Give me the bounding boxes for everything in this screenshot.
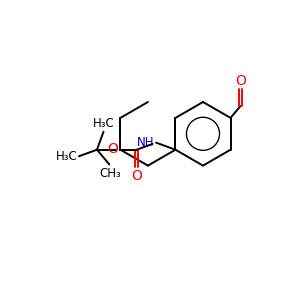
Text: H₃C: H₃C <box>56 150 77 163</box>
Text: O: O <box>107 142 118 156</box>
Text: NH: NH <box>137 136 154 148</box>
Text: O: O <box>131 169 142 183</box>
Text: O: O <box>235 74 246 88</box>
Text: CH₃: CH₃ <box>99 167 121 180</box>
Text: H₃C: H₃C <box>93 117 115 130</box>
